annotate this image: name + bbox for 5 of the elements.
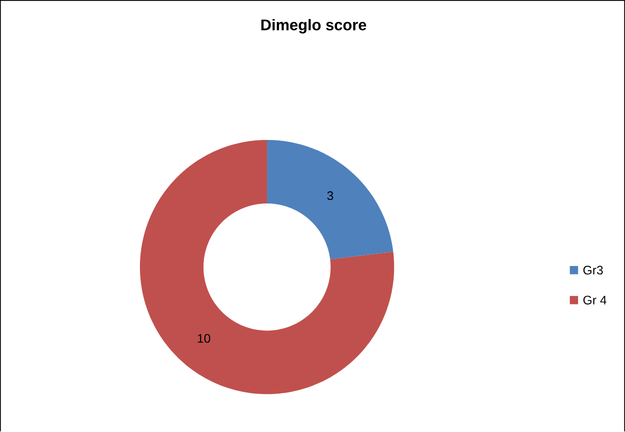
legend-label: Gr3 (583, 266, 603, 275)
data-label: 10 (198, 334, 210, 343)
data-label: 3 (327, 191, 334, 200)
legend-label: Gr 4 (583, 296, 606, 305)
chart-title: Dimeglo score (261, 19, 366, 34)
